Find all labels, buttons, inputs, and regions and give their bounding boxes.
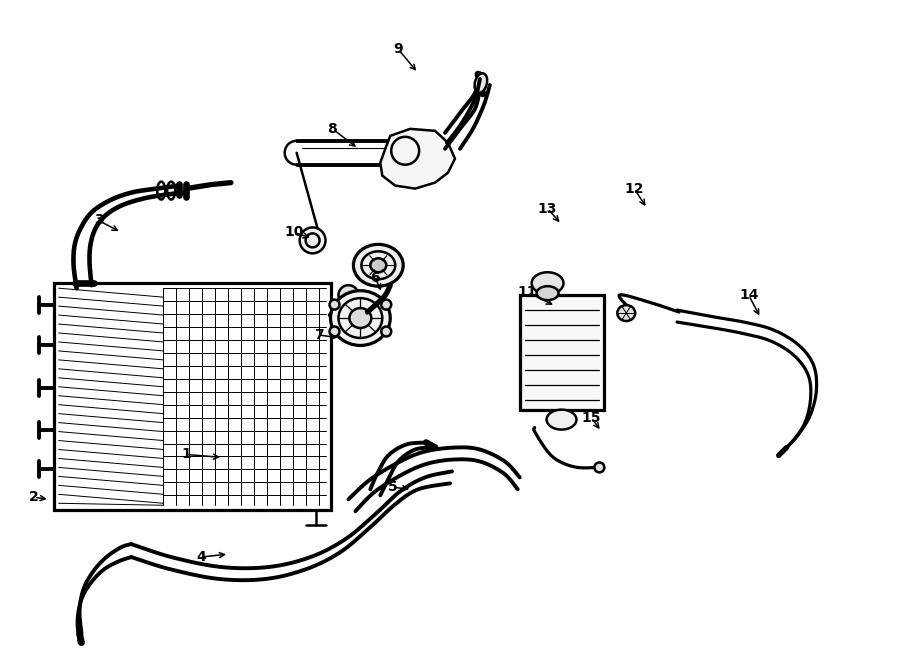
Text: 12: 12 [625,182,644,196]
Text: 3: 3 [94,214,104,227]
Ellipse shape [329,299,339,309]
Ellipse shape [382,299,392,309]
Text: 10: 10 [284,225,303,239]
Ellipse shape [594,463,604,473]
Text: 8: 8 [328,122,338,136]
Ellipse shape [330,291,391,346]
Text: 5: 5 [389,481,398,494]
Ellipse shape [329,327,339,336]
Text: 15: 15 [581,410,601,424]
Text: 4: 4 [196,550,206,564]
Text: 13: 13 [538,202,557,215]
Ellipse shape [532,272,563,294]
Ellipse shape [546,410,577,430]
Text: 9: 9 [393,42,403,56]
Ellipse shape [338,285,358,305]
Text: 6: 6 [371,271,380,285]
Bar [54,283,330,510]
Ellipse shape [474,73,487,93]
Text: 2: 2 [29,490,39,504]
Ellipse shape [370,258,386,272]
Text: 1: 1 [181,447,191,461]
Text: 7: 7 [314,328,323,342]
Bar [519,295,604,410]
Ellipse shape [300,227,326,253]
Ellipse shape [382,327,392,336]
Polygon shape [381,129,455,188]
Ellipse shape [349,308,372,328]
Ellipse shape [536,286,559,300]
Text: 11: 11 [518,285,537,299]
Ellipse shape [617,305,635,321]
Text: 14: 14 [739,288,759,302]
Ellipse shape [354,245,403,286]
